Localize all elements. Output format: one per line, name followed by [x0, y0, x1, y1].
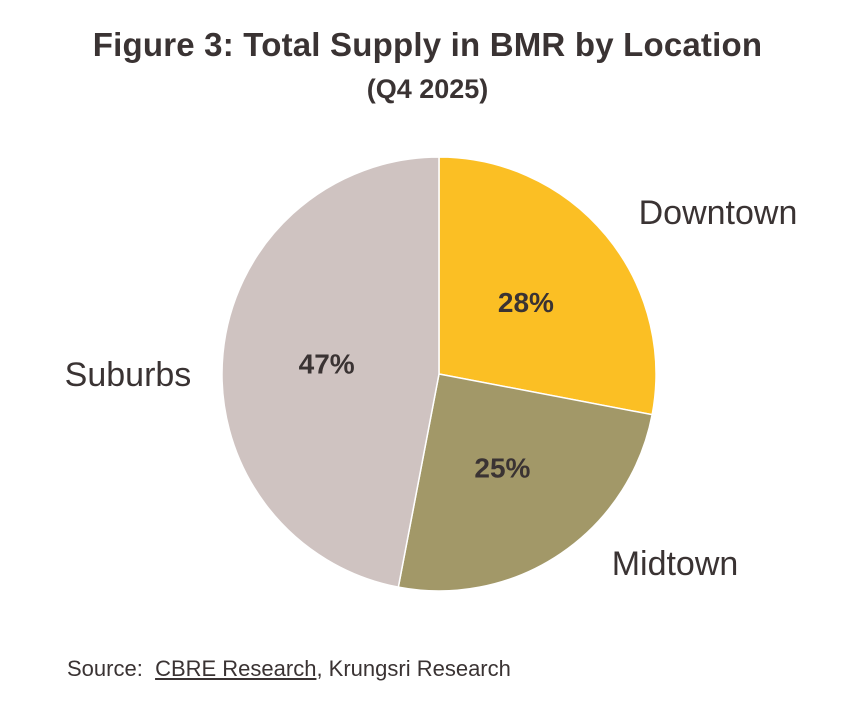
chart-title: Figure 3: Total Supply in BMR by Locatio… [92, 26, 763, 63]
source-note: Source: CBRE Research, Krungsri Research [67, 656, 511, 682]
chart-subtitle: (Q4 2025) [366, 74, 489, 104]
source-link-cbre[interactable]: CBRE Research [155, 656, 317, 681]
pie-category-label-midtown: Midtown [612, 545, 739, 583]
pie-value-label-midtown: 25% [474, 452, 530, 483]
pie-value-label-suburbs: 47% [299, 348, 355, 379]
source-prefix: Source: [67, 656, 143, 681]
pie-category-label-suburbs: Suburbs [65, 356, 192, 394]
pie-category-label-downtown: Downtown [639, 194, 798, 232]
pie-value-label-downtown: 28% [498, 287, 554, 318]
source-rest: , Krungsri Research [316, 656, 511, 681]
pie-slice-midtown [397, 373, 654, 592]
pie-slice-suburbs [221, 156, 440, 589]
pie-slice-downtown [438, 156, 657, 416]
